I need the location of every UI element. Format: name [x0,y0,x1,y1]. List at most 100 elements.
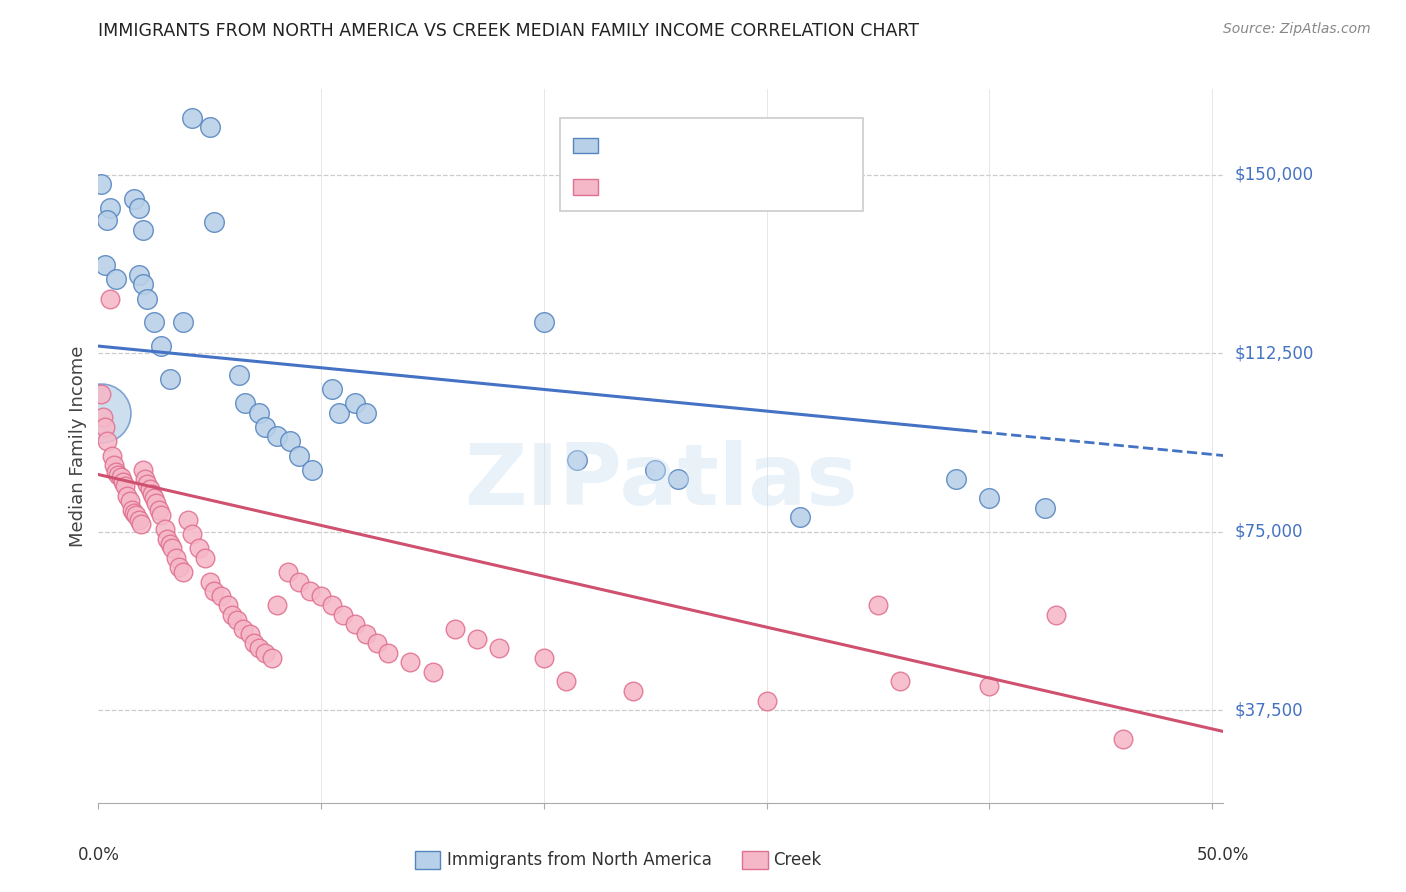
Point [98,201,121,215]
Text: Immigrants from North America: Immigrants from North America [447,851,711,869]
Point [155,522,177,536]
Point [866,599,889,613]
Point [96,434,118,449]
Point [159,536,181,550]
Point [217,599,239,613]
Point [221,607,243,622]
Point [254,420,277,434]
FancyBboxPatch shape [574,179,598,195]
Point [172,315,194,329]
Point [128,513,150,527]
Point [94,420,117,434]
Point [277,565,299,579]
Text: 50.0%: 50.0% [1197,846,1250,863]
Point [165,550,187,565]
Point [465,632,488,646]
Point [354,627,377,641]
Point [343,617,366,632]
Point [148,503,170,517]
Point [266,429,288,443]
Point [1033,500,1056,515]
Text: $112,500: $112,500 [1234,344,1313,362]
Point [555,674,578,689]
Point [138,482,160,496]
Point [149,339,172,353]
Point [567,453,589,467]
Y-axis label: Median Family Income: Median Family Income [69,345,87,547]
Text: 77: 77 [765,178,789,196]
Point [235,396,257,410]
Point [309,589,332,603]
Text: Source: ZipAtlas.com: Source: ZipAtlas.com [1223,22,1371,37]
Point [202,584,225,599]
Text: IMMIGRANTS FROM NORTH AMERICA VS CREEK MEDIAN FAMILY INCOME CORRELATION CHART: IMMIGRANTS FROM NORTH AMERICA VS CREEK M… [98,22,920,40]
Point [198,574,221,589]
Text: 0.0%: 0.0% [77,846,120,863]
Point [301,463,323,477]
Point [198,120,221,135]
Point [132,222,155,236]
Point [143,315,166,329]
Point [90,178,112,192]
Point [159,372,181,386]
Point [288,449,311,463]
Point [247,641,270,656]
Point [176,513,198,527]
Point [533,315,555,329]
Point [202,215,225,229]
Point [278,434,301,449]
Text: Creek: Creek [773,851,821,869]
Point [117,489,139,503]
Point [160,541,183,556]
Point [225,613,247,627]
Point [132,277,155,292]
Point [755,693,778,707]
Point [298,584,321,599]
Point [194,550,217,565]
Point [107,467,129,482]
Text: R =: R = [613,136,651,154]
Point [125,508,148,522]
Point [129,517,152,532]
FancyBboxPatch shape [560,118,863,211]
Point [321,382,343,396]
Point [136,477,159,491]
Point [1045,607,1067,622]
Point [443,622,465,636]
Point [343,396,366,410]
Point [889,674,911,689]
Text: 38: 38 [765,136,789,154]
Point [247,406,270,420]
Point [111,475,134,489]
Point [143,491,166,506]
Point [232,622,254,636]
Point [321,599,343,613]
Point [141,486,163,500]
Point [979,679,1001,693]
Point [128,268,150,282]
FancyBboxPatch shape [574,137,598,153]
Point [181,111,204,125]
Point [149,508,172,522]
Point [91,410,114,425]
Point [979,491,1001,506]
Point [533,650,555,665]
Point [118,493,141,508]
Point [789,510,811,524]
Text: $37,500: $37,500 [1234,701,1303,719]
Point [328,406,350,420]
Point [156,532,179,546]
Point [172,565,194,579]
Point [132,463,155,477]
Point [262,650,284,665]
Text: N =: N = [725,178,765,196]
Point [266,599,288,613]
Point [98,292,121,306]
Point [209,589,232,603]
Point [103,458,125,472]
Point [288,574,311,589]
Point [377,646,399,660]
Point [228,368,250,382]
Point [422,665,444,679]
Point [136,292,159,306]
